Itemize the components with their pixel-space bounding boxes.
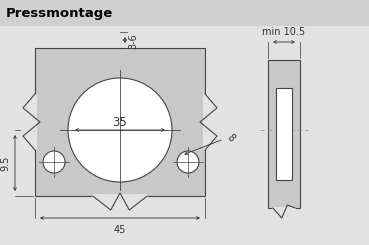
Bar	[203, 94, 219, 150]
Text: 45: 45	[114, 225, 126, 235]
Circle shape	[68, 78, 172, 182]
Text: 35: 35	[113, 115, 127, 128]
Text: Pressmontage: Pressmontage	[6, 7, 113, 20]
Text: min 10.5: min 10.5	[262, 27, 306, 37]
Bar	[272, 207, 296, 221]
Bar	[276, 88, 292, 180]
Text: 8: 8	[225, 132, 237, 144]
Bar	[35, 48, 205, 196]
Circle shape	[43, 151, 65, 173]
Text: 3-6: 3-6	[128, 33, 138, 49]
Bar	[92, 194, 148, 212]
Bar	[0, 0, 369, 26]
Text: 9.5: 9.5	[0, 155, 10, 171]
Circle shape	[177, 151, 199, 173]
Bar	[268, 60, 300, 208]
Bar	[21, 94, 37, 150]
